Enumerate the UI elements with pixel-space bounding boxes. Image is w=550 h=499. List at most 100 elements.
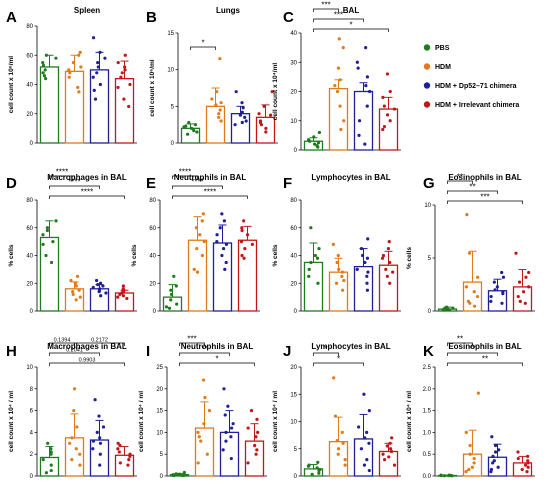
bar-hdm xyxy=(194,427,215,477)
y-tick-label: 0 xyxy=(160,474,164,480)
panel-letter: A xyxy=(6,9,17,26)
data-point xyxy=(116,295,120,299)
data-point xyxy=(122,288,126,292)
data-point xyxy=(317,471,321,475)
data-point xyxy=(197,435,201,439)
data-point xyxy=(243,246,247,251)
y-axis-label: cell count x 10⁴/ml xyxy=(272,63,279,121)
data-point xyxy=(98,82,102,87)
data-point xyxy=(41,60,45,65)
data-point xyxy=(78,295,82,299)
bar-hdm-dp52-71-chimera xyxy=(212,242,233,312)
y-tick-label: 10 xyxy=(424,203,431,209)
data-point xyxy=(385,444,389,448)
data-point xyxy=(205,452,209,456)
data-point xyxy=(91,447,95,451)
data-point xyxy=(340,430,344,434)
data-point xyxy=(382,458,387,462)
data-point xyxy=(310,472,314,476)
data-point xyxy=(309,226,313,230)
data-point xyxy=(169,288,173,292)
data-point xyxy=(120,291,124,295)
y-tick-label: 20 xyxy=(26,112,33,118)
data-point xyxy=(312,135,316,139)
data-point xyxy=(44,471,49,475)
data-point xyxy=(77,90,81,94)
data-point xyxy=(489,294,493,299)
data-point xyxy=(464,430,468,434)
data-point xyxy=(367,409,371,413)
data-point xyxy=(250,242,254,246)
y-tick-label: 10 xyxy=(167,68,174,74)
data-point xyxy=(78,452,82,456)
panel-letter: D xyxy=(6,175,17,192)
data-point xyxy=(335,260,339,265)
significance-label: * xyxy=(201,39,204,48)
data-point xyxy=(218,226,222,230)
data-point xyxy=(192,267,196,271)
significance-label: **** xyxy=(179,168,191,177)
legend-marker xyxy=(423,63,431,70)
data-point xyxy=(44,77,48,81)
y-tick-label: 20 xyxy=(26,281,33,287)
significance-label: ** xyxy=(482,355,488,364)
significance-label: * xyxy=(349,21,352,30)
data-point xyxy=(125,296,129,301)
data-point xyxy=(306,464,310,468)
data-point xyxy=(234,90,238,94)
y-tick-label: 0 xyxy=(294,148,298,154)
data-point xyxy=(339,127,343,132)
data-point xyxy=(74,298,78,302)
data-point xyxy=(93,97,98,101)
data-point xyxy=(391,270,395,274)
y-tick-label: 10 xyxy=(290,420,297,426)
data-point xyxy=(96,283,100,287)
data-point xyxy=(192,128,196,133)
legend: PBS HDM HDM + Dp52–71 chimera HDM + Irrelev… xyxy=(423,44,519,109)
bar-hdm xyxy=(205,105,226,144)
data-point xyxy=(44,253,48,258)
panel-title: Macrophages in BAL xyxy=(47,173,127,182)
panel-letter: G xyxy=(423,175,435,192)
panel-j: J Lymphocytes in BAL 0 5 10 15 20 cell count x … xyxy=(272,342,401,480)
data-point xyxy=(199,439,203,443)
data-point xyxy=(526,465,530,469)
significance-bracket xyxy=(447,190,498,194)
y-tick-label: 5 xyxy=(160,452,164,458)
bar-hdm-dp52-71-chimera xyxy=(353,265,374,312)
bar-hdm xyxy=(328,87,349,151)
data-point xyxy=(387,455,391,459)
data-point xyxy=(342,278,346,283)
data-point xyxy=(91,285,95,290)
significance-label: *** xyxy=(480,193,489,202)
y-tick-label: 0 xyxy=(171,141,175,147)
data-point xyxy=(231,422,235,426)
data-point xyxy=(101,425,106,429)
panel-letter: B xyxy=(146,9,157,26)
data-point xyxy=(468,443,472,448)
data-point xyxy=(476,391,480,395)
data-point xyxy=(365,458,369,462)
significance-label: 0.2041 xyxy=(66,348,83,354)
significance-label: 0.2172 xyxy=(91,338,108,344)
data-point xyxy=(128,454,132,458)
data-point xyxy=(315,466,319,470)
data-point xyxy=(118,461,122,465)
data-point xyxy=(128,82,132,87)
significance-bracket xyxy=(313,8,339,12)
y-tick-label: 60 xyxy=(149,226,156,232)
data-point xyxy=(493,288,497,292)
data-point xyxy=(525,470,529,474)
data-point xyxy=(392,463,397,467)
y-tick-label: 4 xyxy=(30,430,34,436)
bar-hdm-dp52-71-chimera xyxy=(353,90,374,151)
data-point xyxy=(243,115,247,119)
y-tick-label: 40 xyxy=(290,31,297,37)
data-point xyxy=(169,298,173,302)
significance-label: ** xyxy=(469,345,475,354)
data-point xyxy=(76,85,80,90)
data-point xyxy=(258,120,263,125)
data-point xyxy=(308,139,312,143)
data-point xyxy=(92,88,96,92)
y-tick-label: 1.0 xyxy=(423,430,432,436)
